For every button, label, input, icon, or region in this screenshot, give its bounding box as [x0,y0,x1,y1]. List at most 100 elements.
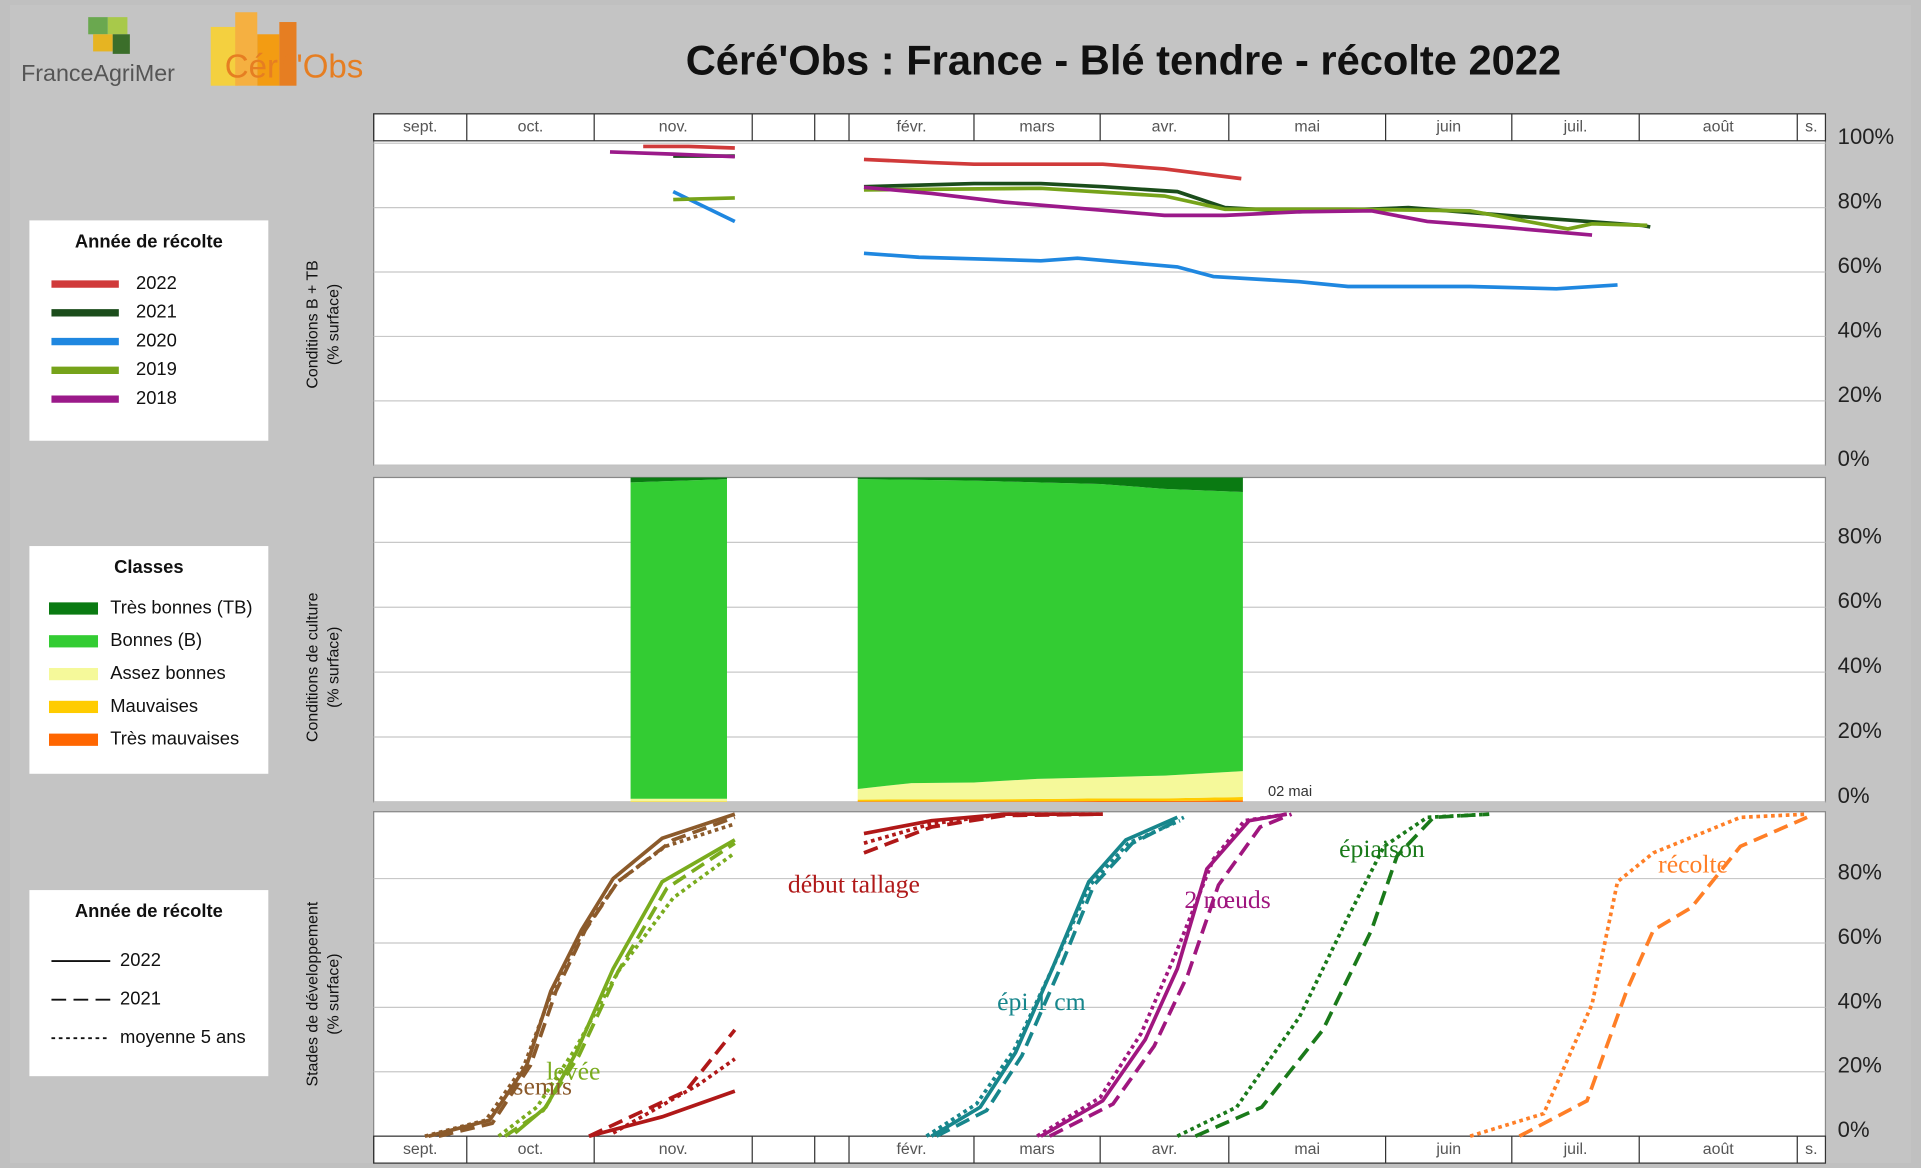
y-tick-label: 100% [1838,124,1894,149]
y-tick-label: 60% [1838,253,1882,278]
y-axis-label: Stades de développement (% surface) [305,901,343,1086]
legend-label: Bonnes (B) [110,629,202,650]
legend-title: Année de récolte [75,230,223,251]
y-tick-label: 80% [1838,189,1882,214]
stage-line [513,838,736,1135]
stacked-area [857,771,1243,800]
stage-line [497,851,736,1138]
y-tick-label: 20% [1838,718,1882,743]
condition-line [643,144,1242,181]
y-tick-label: 40% [1838,653,1882,678]
stage-line [1194,812,1490,1138]
legend-label: 2021 [136,301,177,322]
stacked-area [857,800,1243,802]
stacked-area [857,479,1243,789]
month-label: août [1703,119,1735,136]
y-tick-label: 80% [1838,860,1882,885]
month-label: nov. [659,119,688,136]
stage-line [1469,812,1808,1138]
month-label: sept. [403,119,437,136]
stage-line [1518,815,1808,1138]
condition-line [673,186,1648,231]
legend-box [29,890,269,1077]
y-tick-label: 40% [1838,317,1882,342]
legend-swatch [49,733,99,746]
legend-label: 2020 [136,329,177,350]
month-label: sept. [403,1141,437,1158]
month-label: s. [1805,119,1817,136]
month-label: mai [1294,1141,1320,1158]
y-tick-label: 60% [1838,924,1882,949]
stage-line [424,822,736,1138]
legend-label: 2022 [120,949,161,970]
legend-label: 2018 [136,387,177,408]
month-label: juil. [1563,1141,1588,1158]
legend-label: 2019 [136,358,177,379]
month-label: juil. [1563,119,1588,136]
stage-label: 2 nœuds [1184,885,1270,914]
legend-title: Année de récolte [75,900,223,921]
logo2-text: Céré'Obs [225,48,364,85]
y-tick-label: 60% [1838,588,1882,613]
stage-line [588,812,1103,1138]
condition-line [609,150,1593,237]
month-label: mars [1019,119,1054,136]
month-label: nov. [659,1141,688,1158]
y-axis-label: Conditions B + TB (% surface) [305,260,343,388]
legend-label: Assez bonnes [110,662,225,683]
legend-label: moyenne 5 ans [120,1026,246,1047]
month-label: juin [1435,1141,1461,1158]
title: Céré'Obs : France - Blé tendre - récolte… [686,37,1561,84]
stage-line [925,818,1181,1138]
month-label: févr. [896,119,926,136]
y-axis-label-line: Conditions de culture [305,592,322,742]
legend-label: Très bonnes (TB) [110,596,252,617]
stage-label: épi 1 cm [997,987,1086,1016]
month-label: mars [1019,1141,1054,1158]
y-tick-label: 20% [1838,382,1882,407]
month-label: juin [1435,119,1461,136]
legend-swatch [49,602,99,615]
legend-label: 2021 [120,988,161,1009]
legend-swatch [49,700,99,714]
stage-line [438,815,736,1138]
stage-line [1036,812,1288,1138]
y-axis-label: Conditions de culture (% surface) [305,592,343,742]
y-tick-label: 0% [1838,783,1870,808]
plot-area [373,811,1827,1137]
y-tick-label: 80% [1838,523,1882,548]
logo-icon [88,17,130,54]
stacked-area [630,477,727,483]
stage-label: début tallage [788,869,920,898]
legend-swatch [49,667,99,681]
month-label: août [1703,1141,1735,1158]
stage-label: épiaison [1339,834,1425,863]
stage-label: semis [513,1071,572,1100]
legend-label: 2022 [136,272,177,293]
y-axis-label-line: (% surface) [326,953,343,1034]
y-axis-label-line: Conditions B + TB [305,260,322,388]
stage-line [612,812,1103,1135]
condition-line [672,189,1618,291]
logo2-blocks [210,12,297,86]
stacked-area [630,479,727,799]
y-tick-label: 0% [1838,1117,1870,1142]
plot-area [373,113,1827,466]
month-label: avr. [1152,1141,1178,1158]
stage-line [503,841,736,1138]
stacked-area [857,797,1243,802]
y-axis-label-line: (% surface) [326,284,343,365]
legend-box [29,220,269,441]
stacked-area [857,477,1243,493]
stage-line [935,815,1185,1138]
stage-label: récolte [1658,850,1728,879]
month-label: mai [1294,119,1320,136]
annotation: 02 mai [1268,784,1312,800]
legend-title: Classes [114,556,183,577]
month-label: oct. [518,1141,544,1158]
month-label: févr. [896,1141,926,1158]
stage-line [1176,812,1490,1138]
y-axis-label-line: Stades de développement [305,901,322,1086]
